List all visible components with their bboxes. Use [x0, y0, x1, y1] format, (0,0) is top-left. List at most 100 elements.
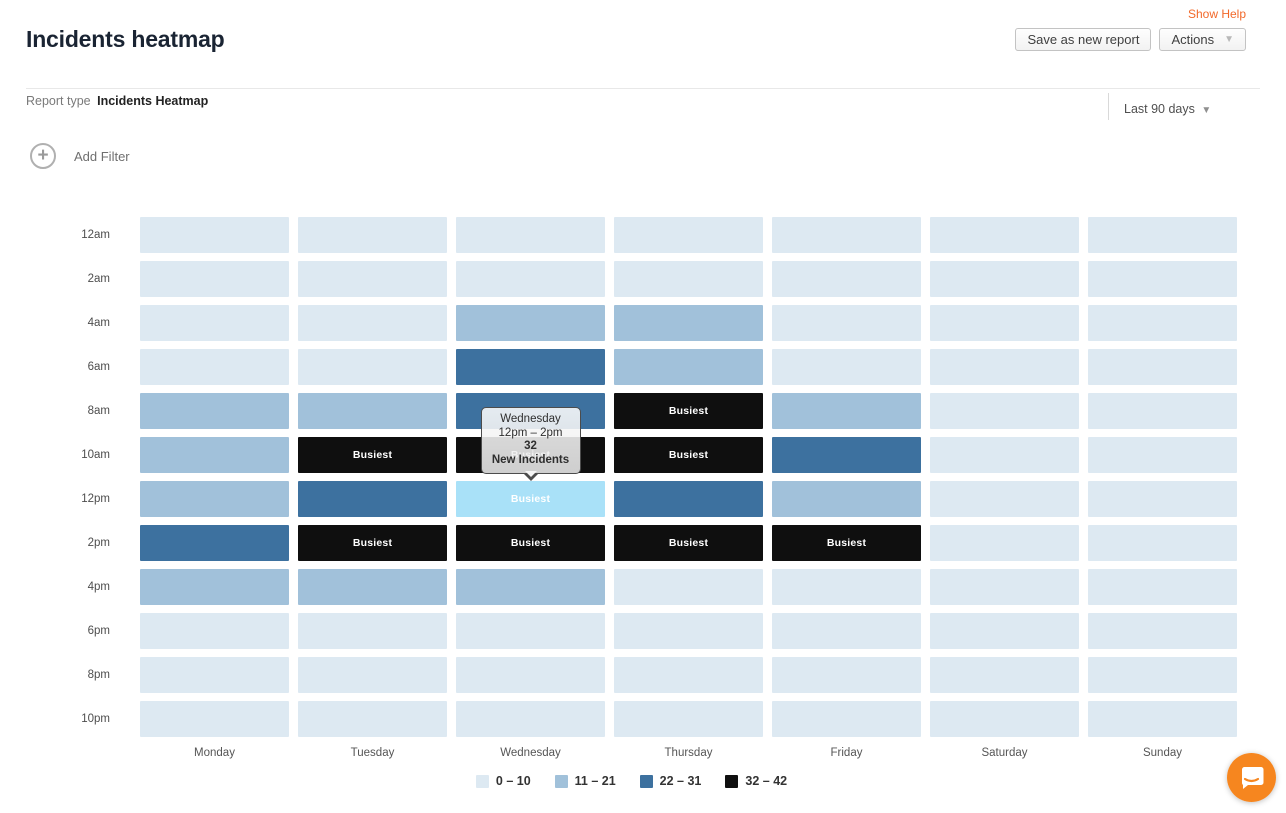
- heatmap-cell[interactable]: [298, 569, 447, 605]
- heatmap-cell[interactable]: [1088, 305, 1237, 341]
- heatmap-cell[interactable]: [140, 613, 289, 649]
- heatmap-cell[interactable]: [140, 437, 289, 473]
- heatmap-cell[interactable]: [930, 613, 1079, 649]
- heatmap-cell[interactable]: [772, 613, 921, 649]
- heatmap-cell[interactable]: [772, 569, 921, 605]
- day-labels-gutter: [26, 747, 131, 759]
- heatmap-cell[interactable]: [930, 481, 1079, 517]
- heatmap-cell-selected[interactable]: Busiest Wednesday 12pm – 2pm 32 New Incident…: [456, 407, 605, 517]
- heatmap-cell[interactable]: Busiest: [614, 393, 763, 429]
- heatmap-cell[interactable]: [614, 481, 763, 517]
- heatmap-cell[interactable]: Busiest: [772, 525, 921, 561]
- heatmap-cell[interactable]: [772, 261, 921, 297]
- heatmap-cell[interactable]: [772, 349, 921, 385]
- heatmap-cell[interactable]: [298, 393, 447, 429]
- heatmap-cell[interactable]: [930, 701, 1079, 737]
- legend-item: 22 – 31: [639, 774, 701, 788]
- heatmap-cell[interactable]: [930, 305, 1079, 341]
- page-title: Incidents heatmap: [26, 26, 225, 52]
- heatmap-cell[interactable]: [298, 261, 447, 297]
- heatmap-cell[interactable]: [298, 305, 447, 341]
- heatmap-cell[interactable]: [140, 349, 289, 385]
- heatmap-cell[interactable]: [298, 657, 447, 693]
- heatmap-cell[interactable]: [772, 393, 921, 429]
- chevron-down-icon: ▼: [1224, 33, 1234, 45]
- heatmap-cell[interactable]: [456, 569, 605, 605]
- heatmap-cell[interactable]: [930, 393, 1079, 429]
- heatmap-cell[interactable]: [140, 393, 289, 429]
- heatmap-cell[interactable]: [772, 437, 921, 473]
- heatmap-cell[interactable]: [614, 349, 763, 385]
- heatmap-cell[interactable]: [1088, 217, 1237, 253]
- heatmap-row-label: 12pm: [81, 493, 110, 505]
- heatmap-cell[interactable]: [298, 701, 447, 737]
- heatmap-cell[interactable]: [140, 569, 289, 605]
- chat-launcher-button[interactable]: [1227, 753, 1276, 802]
- legend-swatch: [554, 774, 568, 788]
- heatmap-cell[interactable]: [298, 349, 447, 385]
- heatmap-cell[interactable]: [614, 305, 763, 341]
- heatmap-cell[interactable]: [930, 525, 1079, 561]
- save-as-new-report-button[interactable]: Save as new report: [1015, 28, 1152, 51]
- heatmap-cell[interactable]: Busiest: [614, 437, 763, 473]
- heatmap-cell[interactable]: [456, 613, 605, 649]
- heatmap-cell[interactable]: [1088, 525, 1237, 561]
- heatmap-cell[interactable]: [772, 657, 921, 693]
- heatmap-cell[interactable]: [614, 657, 763, 693]
- actions-button[interactable]: Actions ▼: [1159, 28, 1246, 51]
- heatmap-cell[interactable]: [1088, 437, 1237, 473]
- heatmap-cell[interactable]: [930, 657, 1079, 693]
- show-help-link[interactable]: Show Help: [1187, 7, 1246, 21]
- heatmap-cell[interactable]: [772, 481, 921, 517]
- heatmap-cell[interactable]: [930, 437, 1079, 473]
- heatmap-cell[interactable]: [140, 261, 289, 297]
- heatmap-cell[interactable]: [456, 657, 605, 693]
- heatmap-cell[interactable]: [1088, 261, 1237, 297]
- heatmap-cell[interactable]: [140, 701, 289, 737]
- heatmap-cell[interactable]: Busiest: [614, 525, 763, 561]
- heatmap-cell[interactable]: [930, 569, 1079, 605]
- heatmap-row-label: 4pm: [87, 581, 110, 593]
- heatmap-row-label: 10pm: [81, 713, 110, 725]
- heatmap-cell[interactable]: [456, 217, 605, 253]
- heatmap-cell[interactable]: [1088, 569, 1237, 605]
- heatmap-cell[interactable]: [930, 261, 1079, 297]
- save-button-label: Save as new report: [1027, 32, 1140, 47]
- heatmap-cell[interactable]: [1088, 349, 1237, 385]
- heatmap-cell[interactable]: [930, 349, 1079, 385]
- heatmap-cell[interactable]: Busiest: [298, 437, 447, 473]
- actions-button-label: Actions: [1171, 32, 1215, 47]
- heatmap-cell[interactable]: [140, 217, 289, 253]
- heatmap-cell[interactable]: [456, 305, 605, 341]
- heatmap-cell[interactable]: [298, 217, 447, 253]
- heatmap-cell[interactable]: [456, 261, 605, 297]
- heatmap-cell[interactable]: [140, 481, 289, 517]
- legend-swatch: [639, 774, 653, 788]
- heatmap-cell[interactable]: [1088, 613, 1237, 649]
- heatmap-cell[interactable]: [614, 569, 763, 605]
- heatmap-cell[interactable]: [930, 217, 1079, 253]
- heatmap-cell[interactable]: [456, 349, 605, 385]
- heatmap-cell[interactable]: [1088, 393, 1237, 429]
- legend-item: 32 – 42: [725, 774, 787, 788]
- heatmap-cell[interactable]: [772, 305, 921, 341]
- heatmap-cell[interactable]: [1088, 481, 1237, 517]
- heatmap-cell[interactable]: [614, 261, 763, 297]
- add-filter-button[interactable]: + Add Filter: [30, 143, 130, 169]
- heatmap-cell[interactable]: [298, 613, 447, 649]
- heatmap-cell[interactable]: [1088, 701, 1237, 737]
- heatmap-cell[interactable]: [614, 613, 763, 649]
- heatmap-cell[interactable]: [456, 701, 605, 737]
- heatmap-cell[interactable]: Busiest: [456, 525, 605, 561]
- heatmap-cell[interactable]: [298, 481, 447, 517]
- heatmap-cell[interactable]: [1088, 657, 1237, 693]
- heatmap-cell[interactable]: [614, 701, 763, 737]
- heatmap-cell[interactable]: [772, 217, 921, 253]
- heatmap-cell[interactable]: Busiest: [298, 525, 447, 561]
- heatmap-cell[interactable]: [140, 525, 289, 561]
- heatmap-cell[interactable]: [140, 657, 289, 693]
- heatmap-cell[interactable]: [140, 305, 289, 341]
- heatmap-cell[interactable]: [772, 701, 921, 737]
- date-range-dropdown[interactable]: Last 90 days ▼: [1124, 102, 1211, 116]
- heatmap-cell[interactable]: [614, 217, 763, 253]
